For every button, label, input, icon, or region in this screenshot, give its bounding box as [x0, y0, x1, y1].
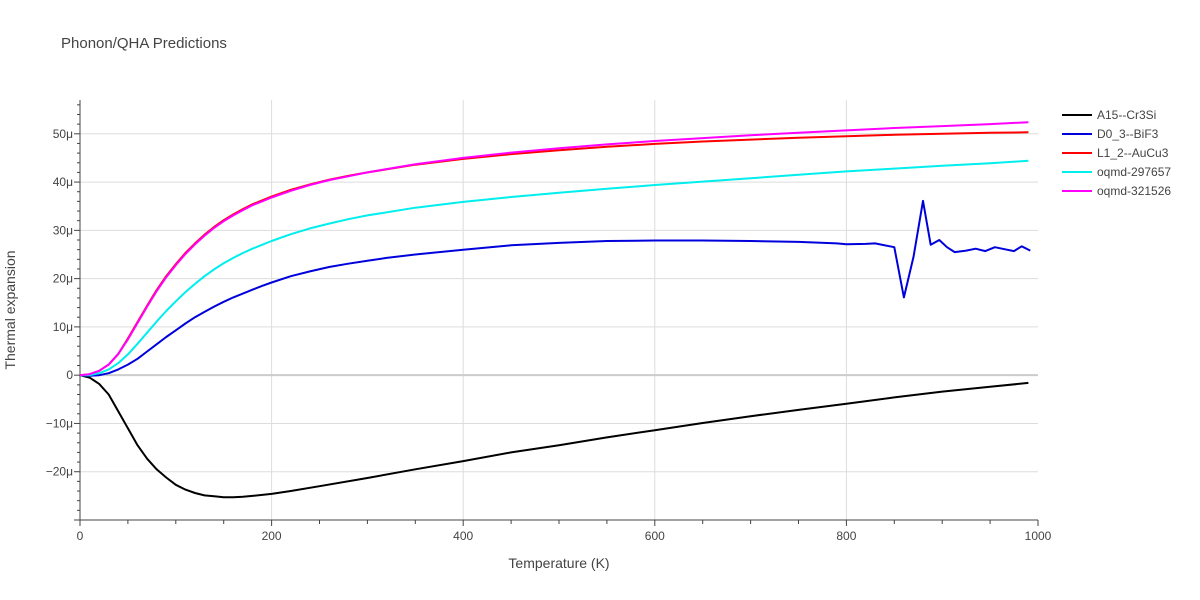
legend-label: A15--Cr3Si	[1097, 108, 1156, 122]
legend-item[interactable]: A15--Cr3Si	[1062, 108, 1156, 122]
x-tick-label: 800	[836, 529, 856, 543]
y-tick-label: 40μ	[53, 175, 73, 189]
y-axis-title: Thermal expansion	[2, 250, 18, 369]
legend-label: oqmd-321526	[1097, 184, 1171, 198]
legend[interactable]: A15--Cr3Si D0_3--BiF3 L1_2--AuCu3 oqmd-2976…	[1062, 108, 1171, 198]
y-tick-label: 0	[66, 368, 73, 382]
legend-item[interactable]: oqmd-297657	[1062, 165, 1171, 179]
x-tick-label: 0	[77, 529, 84, 543]
legend-label: D0_3--BiF3	[1097, 127, 1159, 141]
axis-layer: 0 200 400 600 800 1000 −20μ −10μ 0 10μ 20μ 30μ 40μ 50…	[46, 100, 1052, 543]
grid-layer	[80, 100, 1038, 520]
series-line-oqmd-297657	[80, 159, 1029, 377]
series-layer	[79, 121, 1031, 499]
y-tick-label: 20μ	[53, 272, 73, 286]
legend-label: oqmd-297657	[1097, 165, 1171, 179]
chart-title: Phonon/QHA Predictions	[61, 35, 227, 52]
y-tick-label: −20μ	[46, 465, 73, 479]
x-tick-label: 600	[645, 529, 665, 543]
series-line-oqmd-321526	[79, 121, 1029, 377]
x-tick-label: 1000	[1025, 529, 1052, 543]
legend-item[interactable]: L1_2--AuCu3	[1062, 146, 1169, 160]
y-tick-label: 10μ	[53, 320, 73, 334]
series-line-A15--Cr3Si	[79, 374, 1029, 499]
x-axis-title: Temperature (K)	[508, 555, 609, 571]
y-tick-label: −10μ	[46, 416, 73, 430]
series-line-D0_3--BiF3	[79, 199, 1031, 377]
legend-item[interactable]: oqmd-321526	[1062, 184, 1171, 198]
x-tick-label: 200	[262, 529, 282, 543]
legend-item[interactable]: D0_3--BiF3	[1062, 127, 1159, 141]
y-tick-label: 50μ	[53, 127, 73, 141]
legend-label: L1_2--AuCu3	[1097, 146, 1169, 160]
x-tick-label: 400	[453, 529, 473, 543]
y-tick-label: 30μ	[53, 223, 73, 237]
